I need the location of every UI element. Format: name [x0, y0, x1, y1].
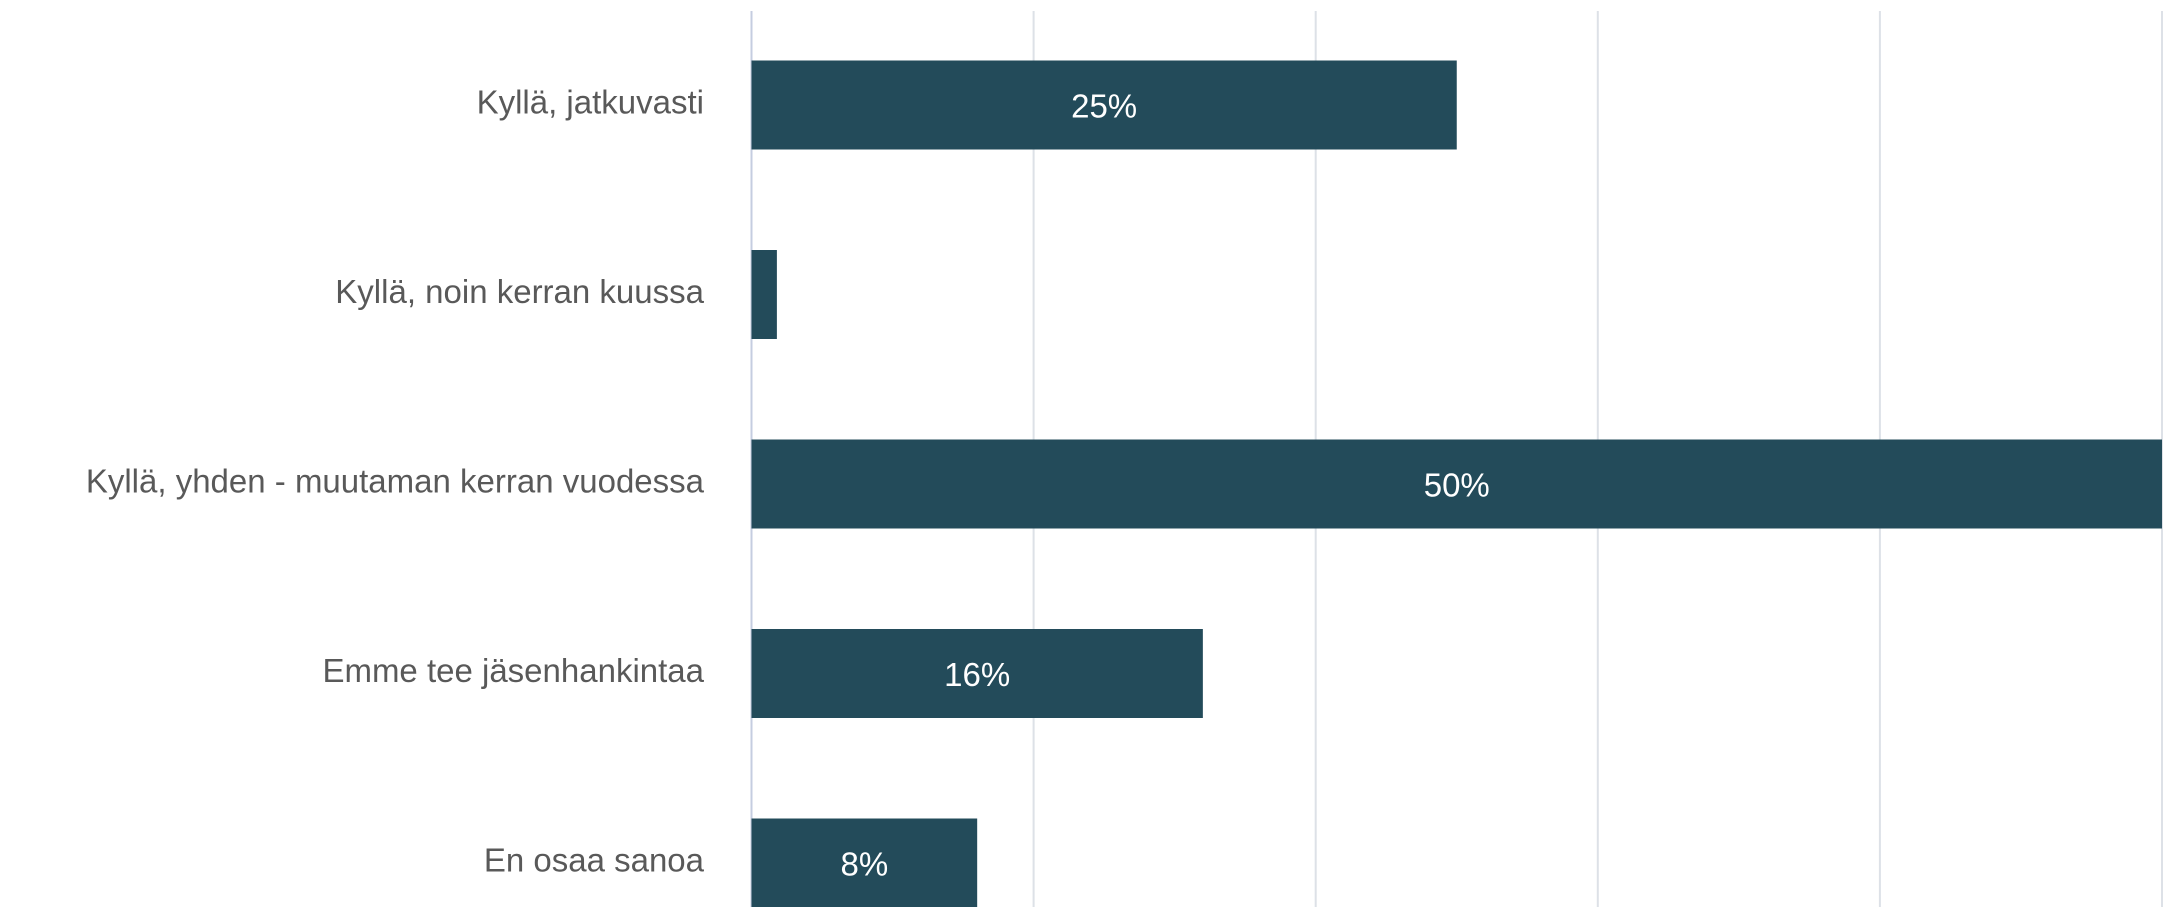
category-label: En osaa sanoa — [484, 842, 705, 879]
value-label: 8% — [840, 846, 888, 883]
bar — [751, 439, 2162, 529]
category-label: Emme tee jäsenhankintaa — [322, 652, 704, 689]
value-label: 25% — [1071, 88, 1137, 125]
bar — [751, 250, 777, 339]
bar — [751, 60, 1457, 150]
value-label: 50% — [1424, 467, 1490, 504]
bar — [751, 629, 1203, 718]
category-label: Kyllä, jatkuvasti — [477, 84, 704, 121]
category-label: Kyllä, yhden - muutaman kerran vuodessa — [86, 463, 705, 500]
value-label: 16% — [944, 656, 1010, 693]
category-label: Kyllä, noin kerran kuussa — [335, 273, 704, 310]
bar — [751, 818, 978, 907]
